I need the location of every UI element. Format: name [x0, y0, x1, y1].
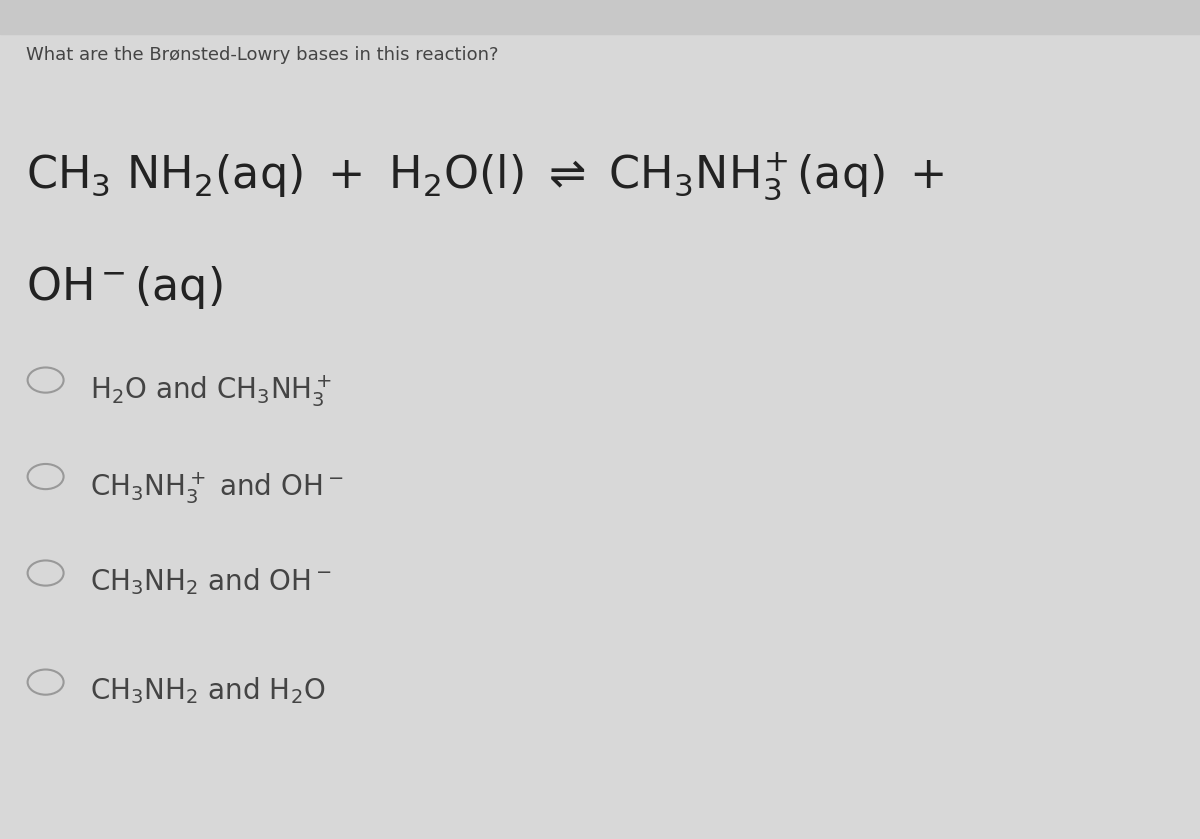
Text: $\mathrm{CH_3NH_2\ and\ OH^-}$: $\mathrm{CH_3NH_2\ and\ OH^-}$	[90, 566, 332, 597]
Text: What are the Brønsted-Lowry bases in this reaction?: What are the Brønsted-Lowry bases in thi…	[26, 46, 499, 64]
Text: $\mathrm{H_2O\ and\ CH_3NH_3^+}$: $\mathrm{H_2O\ and\ CH_3NH_3^+}$	[90, 373, 332, 409]
Text: $\mathrm{CH_3\ NH_2(aq)\ +\ H_2O(l)\ \rightleftharpoons\ CH_3NH_3^{\!+}(aq)\ +}$: $\mathrm{CH_3\ NH_2(aq)\ +\ H_2O(l)\ \ri…	[26, 151, 944, 203]
Text: $\mathrm{CH_3NH_3^+\ and\ OH^-}$: $\mathrm{CH_3NH_3^+\ and\ OH^-}$	[90, 470, 343, 506]
Text: $\mathrm{CH_3NH_2\ and\ H_2O}$: $\mathrm{CH_3NH_2\ and\ H_2O}$	[90, 675, 325, 706]
Bar	[0, 0, 1200, 34]
Text: $\mathrm{OH^-(aq)}$: $\mathrm{OH^-(aq)}$	[26, 264, 223, 311]
